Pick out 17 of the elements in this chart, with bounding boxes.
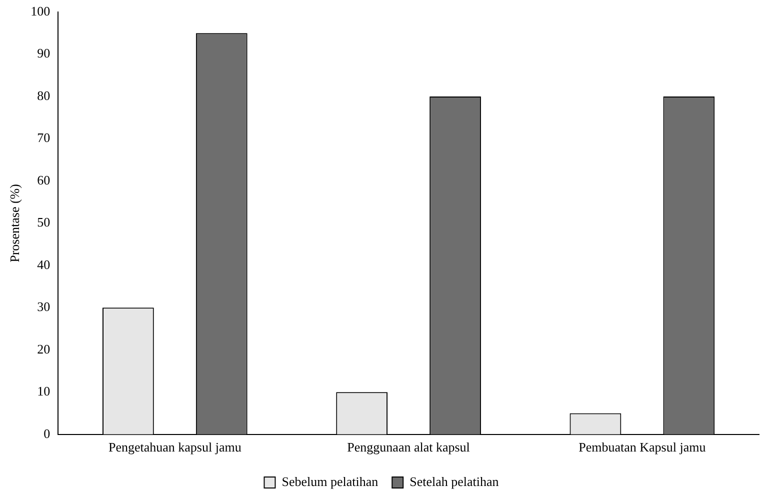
y-tick-label: 80 [37,88,50,103]
y-tick-label: 0 [44,426,50,441]
x-tick-label: Penggunaan alat kapsul [347,440,470,455]
x-tick-label: Pengetahuan kapsul jamu [108,440,242,455]
y-tick-label: 90 [37,46,50,61]
y-tick-label: 50 [37,214,50,230]
y-tick-label: 70 [37,130,50,146]
legend-label: Sebelum pelatihan [282,474,379,489]
y-axis-title: Prosentase (%) [7,184,22,262]
y-tick-label: 10 [37,384,50,399]
legend-label: Setelah pelatihan [410,474,500,489]
y-tick-label: 60 [37,172,50,188]
y-tick-label: 40 [37,256,50,272]
y-tick-label: 30 [37,299,50,314]
y-tick-label: 100 [30,3,50,18]
x-tick-label: Pembuatan Kapsul jamu [578,440,706,455]
y-tick-label: 20 [37,341,50,356]
